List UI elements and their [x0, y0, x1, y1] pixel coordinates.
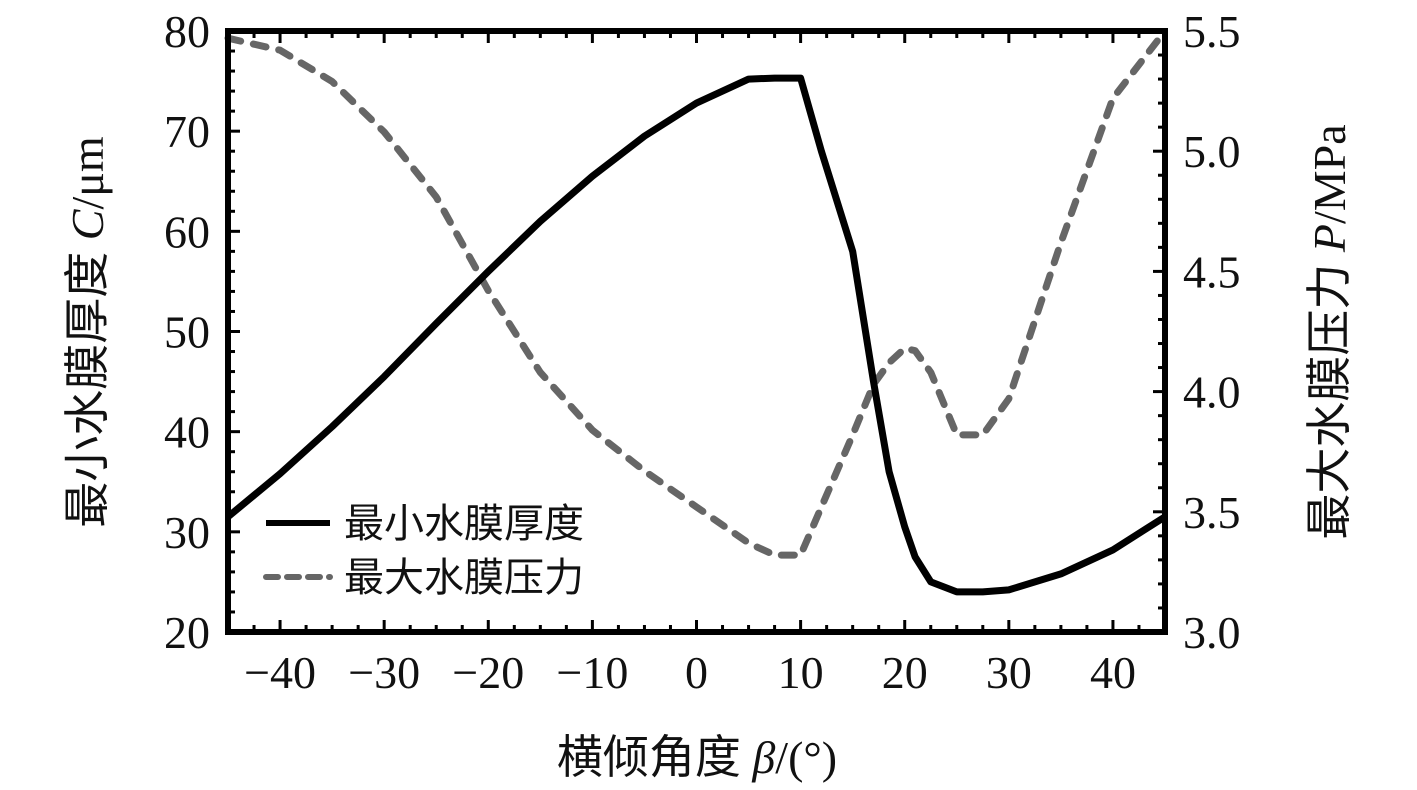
x-tick-label: 10 [778, 647, 824, 698]
y-left-axis-label: 最小水膜厚度 C/μm [62, 136, 113, 528]
legend: 最小水膜厚度 最大水膜压力 [263, 501, 584, 600]
y-right-tick-label: 4.5 [1183, 246, 1241, 297]
y-right-tick-label: 3.0 [1183, 607, 1241, 658]
y-left-tick-label: 30 [164, 507, 210, 558]
x-tick-label: −20 [452, 647, 524, 698]
plot-frame [225, 28, 1168, 635]
x-axis-label: 横倾角度 β/(°) [557, 732, 837, 783]
legend-label-thickness: 最小水膜厚度 [344, 501, 584, 546]
x-tick-label: −30 [348, 647, 420, 698]
x-axis-label-suffix: /(°) [775, 732, 837, 783]
y-right-axis-label-var: P [1304, 224, 1355, 253]
x-tick-label: 20 [882, 647, 928, 698]
x-tick-label: −10 [556, 647, 628, 698]
x-axis-label-var: β [751, 732, 775, 783]
y-right-tick-label: 4.0 [1183, 367, 1241, 418]
y-left-tick-label: 80 [164, 6, 210, 57]
y-left-axis-label-var: C [62, 208, 113, 240]
y-left-axis-label-suffix: /μm [62, 136, 113, 209]
y-left-axis-label-prefix: 最小水膜厚度 [62, 240, 113, 528]
legend-label-pressure: 最大水膜压力 [344, 555, 584, 600]
y-left-tick-label: 70 [164, 106, 210, 157]
data-layer [224, 27, 1169, 596]
x-tick-label: 40 [1090, 647, 1136, 698]
x-tick-label: 30 [986, 647, 1032, 698]
x-axis-label-prefix: 横倾角度 [557, 732, 753, 783]
y-left-tick-label: 20 [164, 607, 210, 658]
series-line-max-pressure [224, 27, 1169, 559]
y-left-tick-label: 50 [164, 307, 210, 358]
y-left-tick-label: 60 [164, 206, 210, 257]
y-left-tick-label: 40 [164, 407, 210, 458]
x-tick-label: −40 [244, 647, 316, 698]
y-right-tick-label: 5.0 [1183, 126, 1241, 177]
y-right-tick-label: 3.5 [1183, 487, 1241, 538]
y-right-axis-label: 最大水膜压力 P/MPa [1304, 124, 1355, 539]
y-right-axis-label-suffix: /MPa [1304, 124, 1355, 224]
x-tick-label: 0 [685, 647, 708, 698]
series-line-min-thickness [225, 74, 1167, 596]
y-right-tick-label: 5.5 [1183, 6, 1241, 57]
labels-layer: −40 −30 −20 −10 0 10 20 30 40 20 30 40 50 60 70 80 3.0 3.… [164, 6, 1241, 698]
y-right-axis-label-prefix: 最大水膜压力 [1304, 252, 1355, 540]
